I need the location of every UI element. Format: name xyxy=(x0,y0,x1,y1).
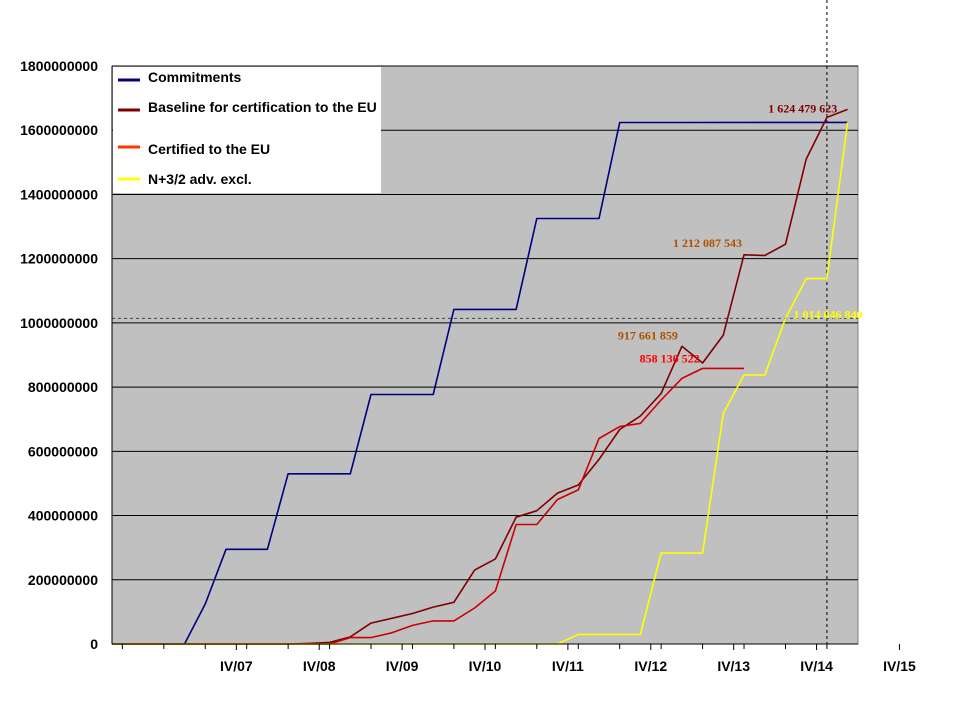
legend-item-commitments: Commitments xyxy=(118,69,242,85)
y-tick-label: 1400000000 xyxy=(20,186,98,202)
y-tick-label: 200000000 xyxy=(28,572,98,588)
grid-lines xyxy=(112,65,858,581)
x-tick-label: IV/09 xyxy=(386,658,419,674)
x-tick-label: IV/15 xyxy=(883,658,916,674)
legend-label-certified: Certified to the EU xyxy=(148,141,270,157)
series-line-certified-to-the-eu xyxy=(112,367,744,645)
y-tick-label: 1200000000 xyxy=(20,251,98,267)
y-tick-label: 0 xyxy=(90,636,98,652)
data-label: 1 624 479 623 xyxy=(768,101,837,115)
y-tick-label: 1600000000 xyxy=(20,122,98,138)
x-axis-ticks: IV/07 IV/08 IV/09 IV/10 IV/11 IV/12 IV/13 IV/14… xyxy=(121,644,916,674)
series-lines xyxy=(112,108,849,645)
y-tick-label: 600000000 xyxy=(28,443,98,459)
data-label: 917 661 859 xyxy=(618,328,678,342)
series-line-baseline-for-certification-to-the-eu xyxy=(112,108,848,645)
y-axis-ticks: 0 200000000 400000000 600000000 800000000 100… xyxy=(20,58,98,652)
reference-lines xyxy=(112,0,858,644)
y-tick-label: 400000000 xyxy=(28,508,98,524)
legend-label-commitments: Commitments xyxy=(148,69,242,85)
legend-label-n32: N+3/2 adv. excl. xyxy=(148,171,252,187)
data-label: 1 212 087 543 xyxy=(673,236,742,250)
x-tick-label: IV/10 xyxy=(469,658,502,674)
x-tick-label: IV/07 xyxy=(220,658,253,674)
y-tick-label: 1800000000 xyxy=(20,58,98,74)
y-tick-label: 800000000 xyxy=(28,379,98,395)
x-tick-label: IV/14 xyxy=(800,658,833,674)
data-label: 1 014 046 840 xyxy=(793,307,862,321)
legend-label-baseline: Baseline for certification to the EU xyxy=(148,99,377,115)
legend: Commitments Baseline for certification t… xyxy=(113,67,381,193)
y-tick-label: 1000000000 xyxy=(20,315,98,331)
x-tick-label: IV/08 xyxy=(303,658,336,674)
legend-item-baseline: Baseline for certification to the EU xyxy=(118,99,377,115)
legend-item-certified: Certified to the EU xyxy=(118,141,270,157)
data-label: 858 130 522 xyxy=(640,351,700,365)
series-line-n-3-2-adv-excl xyxy=(112,122,849,645)
legend-box xyxy=(113,67,381,193)
series-line-commitments xyxy=(112,121,848,645)
x-tick-label: IV/11 xyxy=(552,658,584,674)
data-annotations: 1 624 479 623 1 212 087 543 1 014 046 840 9… xyxy=(618,101,863,365)
legend-item-n32: N+3/2 adv. excl. xyxy=(118,171,252,187)
x-tick-label: IV/13 xyxy=(717,658,750,674)
x-tick-label: IV/12 xyxy=(634,658,667,674)
